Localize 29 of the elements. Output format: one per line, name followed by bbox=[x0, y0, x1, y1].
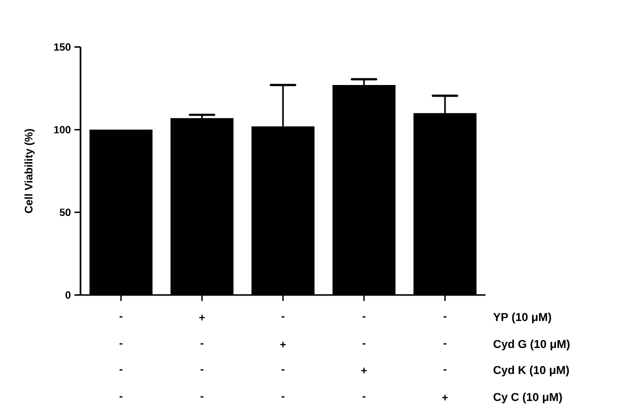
text: Cyd G (10 μM) bbox=[494, 340, 570, 350]
text: - bbox=[200, 396, 204, 398]
text: Cyd K (10 μM) bbox=[494, 366, 569, 376]
y-tick-label: 100 bbox=[54, 126, 71, 134]
text: - bbox=[200, 343, 204, 345]
text: - bbox=[120, 396, 122, 398]
text: + bbox=[361, 368, 367, 374]
y-tick-label: 150 bbox=[54, 43, 71, 51]
text: + bbox=[199, 314, 205, 320]
text: - bbox=[120, 316, 122, 318]
text: Cy C (10 μM) bbox=[494, 392, 562, 404]
text: - bbox=[444, 369, 446, 371]
text: - bbox=[282, 369, 284, 371]
text: - bbox=[282, 316, 284, 318]
text: - bbox=[444, 316, 446, 318]
text: - bbox=[120, 343, 122, 345]
text: - bbox=[444, 343, 446, 345]
text: - bbox=[120, 369, 122, 371]
text: - bbox=[362, 343, 366, 345]
text: - bbox=[200, 369, 204, 371]
text: + bbox=[280, 342, 286, 348]
text: - bbox=[362, 396, 366, 398]
y-axis-title: Cell Viability (%) bbox=[24, 129, 35, 214]
text: - bbox=[362, 316, 366, 318]
y-tick-label: 0 bbox=[66, 291, 71, 299]
text: YP (10 μM) bbox=[493, 312, 552, 324]
text: + bbox=[442, 394, 448, 400]
y-tick-label: 50 bbox=[60, 208, 71, 216]
text: - bbox=[282, 396, 284, 398]
